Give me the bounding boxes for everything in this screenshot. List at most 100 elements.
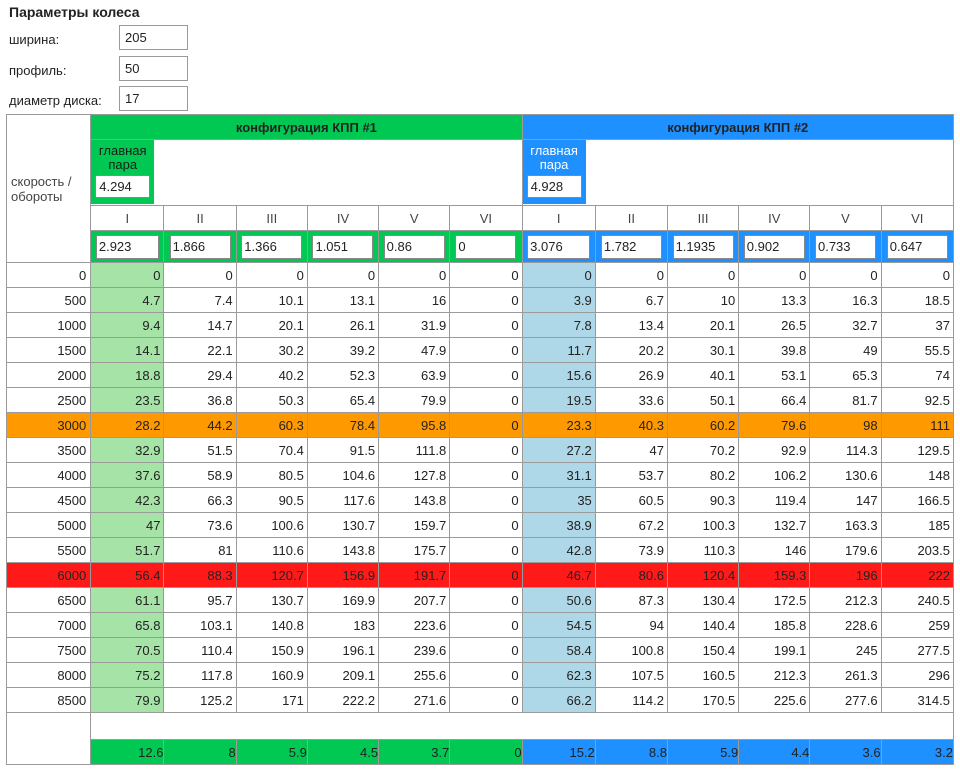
config1-gear-ratio-input[interactable] [312,234,374,259]
config1-ratio-cell [449,230,523,263]
config1-speed-cell: 70.5 [90,637,165,663]
config1-speed-cell: 18.8 [90,362,165,388]
config1-speed-cell: 78.4 [306,412,380,438]
config2-gear-ratio-input[interactable] [886,234,948,259]
spacer-cell [90,712,954,740]
config1-speed-cell: 0 [163,262,237,288]
gear-header-row: I II III IV V VI I II III IV V VI [7,205,955,231]
config2-speed-cell: 110.3 [666,537,740,563]
config2-speed-cell: 0 [809,262,882,288]
config1-speed-cell: 222.2 [306,687,380,713]
speed-row: 1500 14.1 22.1 30.2 39.2 47.9 0 11.7 20.2 30.1 39.… [5,337,955,363]
config2-speed-cell: 148 [880,462,955,488]
config1-speed-cell: 37.6 [90,462,165,488]
profile-input[interactable] [119,56,188,81]
config1-gear-ratio-input[interactable] [241,234,303,259]
width-input[interactable] [119,25,188,50]
config1-speed-cell: 160.9 [235,662,308,688]
config1-speed-cell: 0 [449,362,523,388]
config2-speed-cell: 39.8 [738,337,811,363]
config2-speed-cell: 50.1 [666,387,740,413]
config2-speed-cell: 27.2 [521,437,596,463]
config1-speed-cell: 143.8 [378,487,451,513]
config1-speed-cell: 191.7 [378,562,451,588]
config2-speed-cell: 240.5 [880,587,955,613]
config2-summary-cell: 3.2 [880,739,955,765]
config2-speed-cell: 98 [809,412,882,438]
config2-speed-cell: 70.2 [666,437,740,463]
config1-speed-cell: 31.9 [378,312,451,338]
rpm-cell: 2000 [5,362,92,388]
config2-header: конфигурация КПП #2 [521,114,955,140]
config1-speed-cell: 10.1 [235,287,308,313]
config2-speed-cell: 225.6 [738,687,811,713]
config2-gear-header: IV [738,205,811,231]
config2-speed-cell: 23.3 [521,412,596,438]
config2-speed-cell: 7.8 [521,312,596,338]
config1-gear-ratio-input[interactable] [95,234,159,259]
gear-speed-table: скорость / обороты конфигурация КПП #1 к… [5,114,955,765]
config1-speed-cell: 0 [449,637,523,663]
config2-main-pair-cell: главная пара [521,139,955,206]
config1-speed-cell: 60.3 [235,412,308,438]
config2-speed-cell: 179.6 [809,537,882,563]
config1-ratio-cell [90,230,165,263]
config2-gear-ratio-input[interactable] [527,234,591,259]
config1-speed-cell: 0 [306,262,380,288]
config2-speed-cell: 42.8 [521,537,596,563]
config1-speed-cell: 0 [449,687,523,713]
config1-summary-cell: 12.6 [90,739,165,765]
config2-speed-cell: 53.1 [738,362,811,388]
speed-row: 5000 47 73.6 100.6 130.7 159.7 0 38.9 67.2 100.3 1… [5,512,955,538]
config2-speed-cell: 111 [880,412,955,438]
config2-speed-cell: 53.7 [594,462,668,488]
config2-gear-header: VI [880,205,955,231]
config1-speed-cell: 50.3 [235,387,308,413]
config1-gear-ratio-input[interactable] [383,234,445,259]
config2-speed-cell: 58.4 [521,637,596,663]
config2-speed-cell: 106.2 [738,462,811,488]
config2-speed-cell: 81.7 [809,387,882,413]
config1-speed-cell: 196.1 [306,637,380,663]
config1-speed-cell: 209.1 [306,662,380,688]
rpm-cell: 4500 [5,487,92,513]
config2-gear-ratio-input[interactable] [743,234,805,259]
config2-summary-cell: 5.9 [666,739,740,765]
config1-speed-cell: 271.6 [378,687,451,713]
config2-speed-cell: 119.4 [738,487,811,513]
config1-gear-ratio-input[interactable] [455,234,517,259]
config1-main-pair-input[interactable] [95,175,151,198]
config2-speed-cell: 212.3 [809,587,882,613]
config1-speed-cell: 65.8 [90,612,165,638]
config2-speed-cell: 185.8 [738,612,811,638]
config2-main-pair-input[interactable] [526,175,582,198]
config1-gear-header: I [90,205,165,231]
config1-speed-cell: 66.3 [163,487,237,513]
config2-speed-cell: 0 [521,262,596,288]
config1-speed-cell: 0 [449,512,523,538]
config2-speed-cell: 212.3 [738,662,811,688]
config2-ratio-cell [594,230,668,263]
config2-speed-cell: 38.9 [521,512,596,538]
config1-gear-header: VI [449,205,523,231]
config1-speed-cell: 80.5 [235,462,308,488]
config2-main-pair-label: главная пара [530,143,578,172]
rpm-cell: 6500 [5,587,92,613]
config2-gear-ratio-input[interactable] [814,234,876,259]
config2-gear-ratio-input[interactable] [600,234,662,259]
config2-speed-cell: 114.3 [809,437,882,463]
config2-gear-ratio-input[interactable] [672,234,734,259]
config1-ratio-cell [235,230,308,263]
config1-speed-cell: 0 [90,262,165,288]
config2-ratio-cell [809,230,882,263]
config1-speed-cell: 36.8 [163,387,237,413]
config1-gear-ratio-input[interactable] [169,234,231,259]
config1-speed-cell: 156.9 [306,562,380,588]
rim-diameter-input[interactable] [119,86,188,111]
config2-speed-cell: 50.6 [521,587,596,613]
config2-speed-cell: 47 [594,437,668,463]
rpm-cell: 3500 [5,437,92,463]
config1-speed-cell: 65.4 [306,387,380,413]
config1-speed-cell: 110.6 [235,537,308,563]
speed-row: 7000 65.8 103.1 140.8 183 223.6 0 54.5 94 140.4 18… [5,612,955,638]
